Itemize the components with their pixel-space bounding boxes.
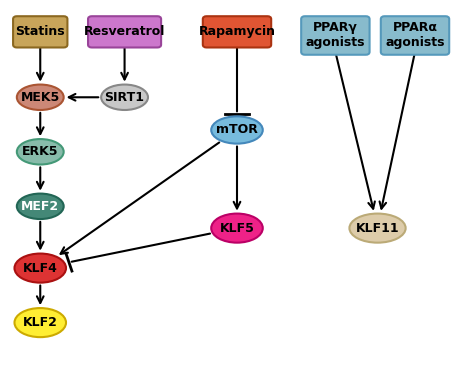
Text: KLF4: KLF4 [23, 262, 58, 275]
Text: KLF5: KLF5 [219, 222, 255, 235]
Text: Resveratrol: Resveratrol [84, 25, 165, 38]
Text: MEF2: MEF2 [21, 200, 59, 213]
FancyBboxPatch shape [13, 16, 67, 48]
Text: mTOR: mTOR [216, 124, 258, 137]
Ellipse shape [15, 308, 66, 337]
Ellipse shape [17, 85, 64, 110]
Ellipse shape [211, 116, 263, 144]
FancyBboxPatch shape [203, 16, 271, 48]
Ellipse shape [15, 254, 66, 283]
Text: SIRT1: SIRT1 [105, 91, 145, 104]
Text: Rapamycin: Rapamycin [199, 25, 275, 38]
Ellipse shape [17, 139, 64, 165]
Ellipse shape [211, 214, 263, 243]
Text: KLF11: KLF11 [356, 222, 400, 235]
Text: Statins: Statins [16, 25, 65, 38]
Ellipse shape [349, 214, 406, 243]
Text: KLF2: KLF2 [23, 316, 58, 329]
Ellipse shape [17, 194, 64, 219]
FancyBboxPatch shape [381, 16, 449, 55]
Ellipse shape [101, 85, 148, 110]
FancyBboxPatch shape [301, 16, 370, 55]
FancyBboxPatch shape [88, 16, 161, 48]
Text: PPARγ
agonists: PPARγ agonists [306, 21, 365, 49]
Text: MEK5: MEK5 [21, 91, 60, 104]
Text: ERK5: ERK5 [22, 145, 58, 158]
Text: PPARα
agonists: PPARα agonists [385, 21, 445, 49]
